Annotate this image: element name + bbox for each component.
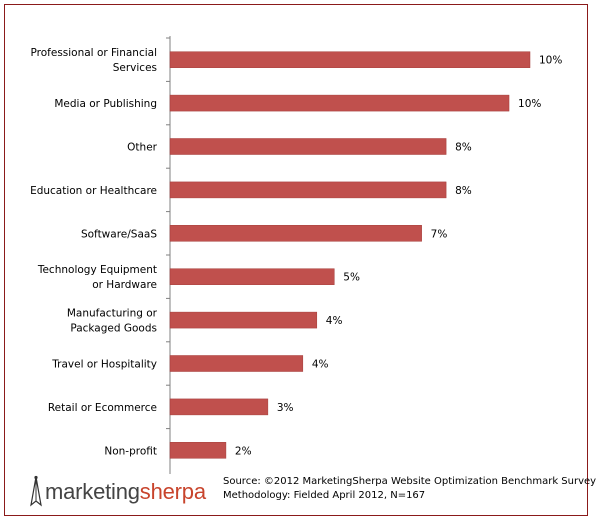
category-label-line: Other <box>127 142 157 154</box>
data-label: 10% <box>518 98 541 110</box>
bar <box>169 51 531 68</box>
bar <box>169 94 510 112</box>
data-label: 8% <box>455 142 472 154</box>
category-label: Professional or Financial Services <box>31 47 158 74</box>
data-label: 3% <box>277 402 294 414</box>
category-label: Travel or Hospitality <box>51 359 157 371</box>
bar <box>169 268 335 285</box>
logo-text-marketing: marketing <box>45 479 140 504</box>
source-line: Source: ©2012 MarketingSherpa Website Op… <box>223 476 596 487</box>
methodology-line: Methodology: Fielded April 2012, N=167 <box>223 490 426 501</box>
compass-pen-icon <box>30 475 42 507</box>
bar <box>169 398 269 416</box>
data-label: 5% <box>343 272 360 284</box>
category-label: Technology Equipment or Hardware <box>37 264 157 291</box>
category-label: Software/SaaS <box>81 228 157 240</box>
source-note: Source: ©2012 MarketingSherpa Website Op… <box>223 475 596 503</box>
bar-chart: 10% Professional or Financial Services 10% M… <box>30 36 562 474</box>
category-label-line: Non-profit <box>104 445 157 457</box>
category-label-line: or Hardware <box>92 279 157 291</box>
chart-frame: 10% Professional or Financial Services 10% M… <box>4 4 596 516</box>
category-label-line: Education or Healthcare <box>30 185 157 197</box>
bar <box>169 225 422 242</box>
category-label-line: Media or Publishing <box>54 98 157 110</box>
category-label: Manufacturing or Packaged Goods <box>67 308 158 335</box>
bar <box>169 442 227 459</box>
category-label: Media or Publishing <box>54 98 157 110</box>
category-label-line: Software/SaaS <box>81 228 157 240</box>
data-label: 8% <box>455 185 472 197</box>
data-label: 2% <box>235 445 252 457</box>
logo-text-sherpa: sherpa <box>139 479 206 504</box>
marketingsherpa-logo: marketingsherpa <box>27 475 217 511</box>
category-label-line: Travel or Hospitality <box>51 359 157 371</box>
bar <box>169 311 318 329</box>
category-label-line: Manufacturing or <box>67 308 158 320</box>
category-label: Other <box>127 142 157 154</box>
category-label-line: Services <box>113 62 157 74</box>
bar <box>169 181 447 199</box>
bar <box>169 355 304 372</box>
category-label-line: Professional or Financial <box>31 47 158 59</box>
data-label: 4% <box>326 315 343 327</box>
category-label: Non-profit <box>104 445 157 457</box>
data-label: 10% <box>539 55 562 67</box>
category-label-line: Packaged Goods <box>70 323 157 335</box>
category-label-line: Retail or Ecommerce <box>48 402 157 414</box>
data-label: 7% <box>431 228 448 240</box>
data-label: 4% <box>312 359 329 371</box>
category-label-line: Technology Equipment <box>37 264 157 276</box>
logo-wordmark: marketingsherpa <box>45 479 206 505</box>
category-label: Retail or Ecommerce <box>48 402 157 414</box>
bar <box>169 138 447 155</box>
category-label: Education or Healthcare <box>30 185 157 197</box>
